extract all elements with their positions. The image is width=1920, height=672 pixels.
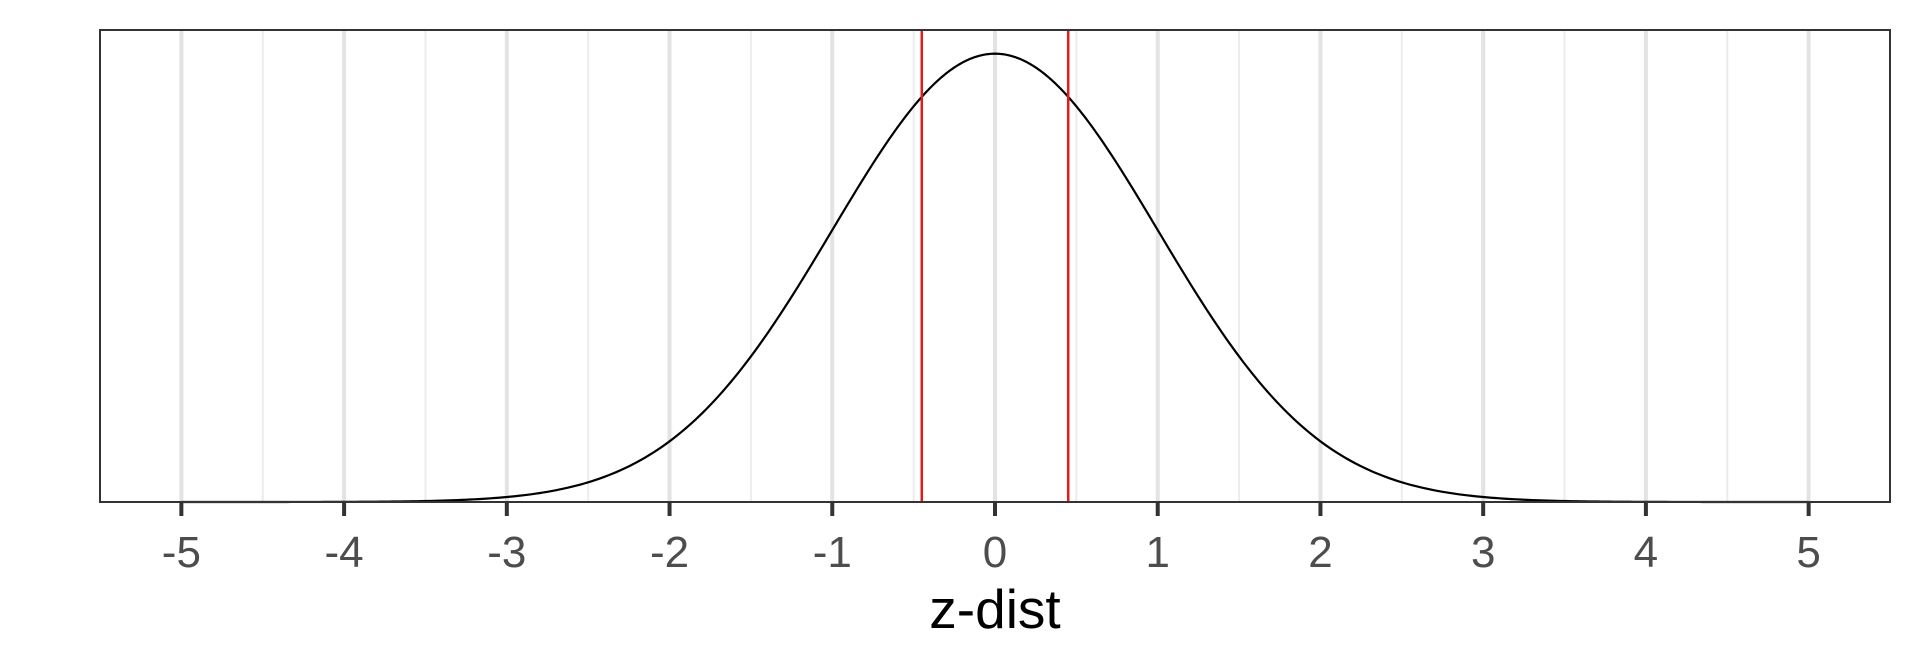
x-axis-tick-labels: -5 -4 -3 -2 -1 0 1 2 3 4 5	[162, 528, 1821, 577]
x-tick-label: 3	[1471, 528, 1495, 577]
x-tick-label: -5	[162, 528, 201, 577]
curve-layer	[181, 52, 1809, 504]
grid-layer	[179, 30, 1811, 502]
x-tick-label: -1	[813, 528, 852, 577]
reference-lines-layer	[920, 30, 1070, 502]
x-tick-label: 1	[1145, 528, 1169, 577]
density-curve	[181, 52, 1809, 504]
x-tick-label: 2	[1308, 528, 1332, 577]
x-axis-ticks	[179, 502, 1811, 516]
x-tick-label: 4	[1634, 528, 1658, 577]
x-tick-label: -2	[650, 528, 689, 577]
x-tick-label: -3	[487, 528, 526, 577]
x-tick-label: -4	[325, 528, 364, 577]
x-tick-label: 5	[1796, 528, 1820, 577]
x-tick-label: 0	[983, 528, 1007, 577]
x-axis-title: z-dist	[929, 578, 1060, 640]
